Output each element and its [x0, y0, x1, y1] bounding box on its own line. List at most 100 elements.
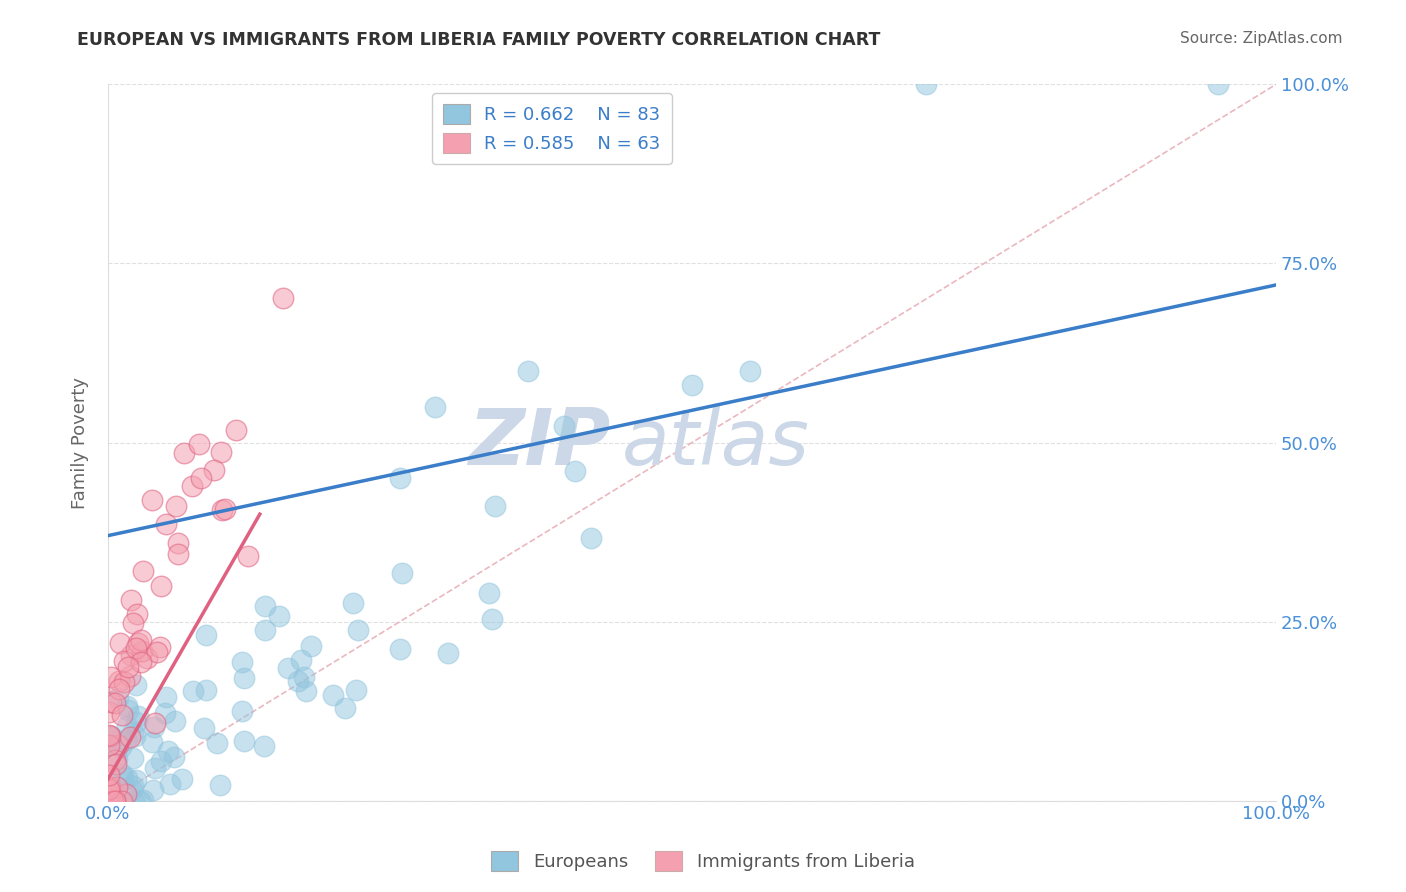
Point	[132, 793, 155, 807]
Point	[484, 499, 506, 513]
Point	[98, 768, 121, 782]
Point	[107, 691, 129, 706]
Point	[564, 464, 586, 478]
Point	[231, 656, 253, 670]
Point	[143, 720, 166, 734]
Point	[173, 446, 195, 460]
Point	[98, 729, 121, 743]
Point	[437, 646, 460, 660]
Point	[105, 780, 128, 794]
Point	[125, 678, 148, 692]
Point	[1206, 78, 1229, 92]
Point	[98, 738, 121, 752]
Point	[103, 794, 125, 808]
Point	[271, 291, 294, 305]
Point	[127, 709, 149, 723]
Point	[155, 516, 177, 531]
Point	[180, 479, 202, 493]
Point	[118, 669, 141, 683]
Point	[131, 656, 153, 670]
Point	[131, 644, 153, 658]
Point	[141, 735, 163, 749]
Point	[233, 733, 256, 747]
Point	[121, 725, 143, 739]
Legend: R = 0.662    N = 83, R = 0.585    N = 63: R = 0.662 N = 83, R = 0.585 N = 63	[432, 94, 672, 164]
Point	[232, 671, 254, 685]
Point	[101, 794, 124, 808]
Point	[104, 794, 127, 808]
Point	[225, 423, 247, 437]
Point	[110, 794, 132, 808]
Point	[127, 636, 149, 650]
Point	[287, 674, 309, 689]
Point	[124, 729, 146, 743]
Point	[202, 462, 225, 476]
Y-axis label: Family Poverty: Family Poverty	[72, 376, 89, 508]
Point	[193, 721, 215, 735]
Point	[149, 754, 172, 768]
Point	[122, 794, 145, 808]
Point	[163, 750, 186, 764]
Point	[342, 596, 364, 610]
Text: ZIP: ZIP	[468, 405, 610, 481]
Point	[98, 780, 121, 794]
Point	[125, 714, 148, 729]
Point	[98, 728, 121, 742]
Point	[146, 645, 169, 659]
Point	[335, 701, 357, 715]
Point	[121, 783, 143, 797]
Point	[121, 751, 143, 765]
Point	[105, 750, 128, 764]
Point	[207, 736, 229, 750]
Point	[114, 787, 136, 801]
Point	[104, 794, 127, 808]
Point	[149, 640, 172, 654]
Text: Source: ZipAtlas.com: Source: ZipAtlas.com	[1180, 31, 1343, 46]
Point	[100, 731, 122, 745]
Point	[181, 684, 204, 698]
Point	[112, 770, 135, 784]
Point	[299, 639, 322, 653]
Point	[142, 783, 165, 797]
Point	[97, 787, 120, 801]
Point	[100, 695, 122, 709]
Point	[110, 739, 132, 754]
Point	[553, 419, 575, 434]
Point	[98, 794, 121, 808]
Point	[165, 499, 187, 513]
Point	[128, 794, 150, 808]
Point	[136, 650, 159, 665]
Point	[681, 378, 703, 392]
Point	[143, 761, 166, 775]
Point	[111, 794, 134, 808]
Point	[100, 670, 122, 684]
Point	[129, 632, 152, 647]
Point	[127, 607, 149, 622]
Point	[481, 612, 503, 626]
Point	[153, 706, 176, 720]
Point	[117, 660, 139, 674]
Point	[104, 756, 127, 771]
Point	[115, 771, 138, 785]
Point	[388, 471, 411, 485]
Point	[149, 579, 172, 593]
Point	[231, 704, 253, 718]
Point	[159, 777, 181, 791]
Point	[914, 78, 936, 92]
Point	[132, 565, 155, 579]
Point	[236, 549, 259, 563]
Point	[108, 636, 131, 650]
Point	[295, 684, 318, 698]
Point	[115, 719, 138, 733]
Point	[167, 536, 190, 550]
Point	[195, 682, 218, 697]
Point	[290, 653, 312, 667]
Point	[115, 698, 138, 713]
Point	[579, 531, 602, 545]
Point	[98, 738, 121, 752]
Point	[108, 681, 131, 696]
Point	[111, 708, 134, 723]
Point	[187, 437, 209, 451]
Point	[209, 445, 232, 459]
Point	[107, 738, 129, 752]
